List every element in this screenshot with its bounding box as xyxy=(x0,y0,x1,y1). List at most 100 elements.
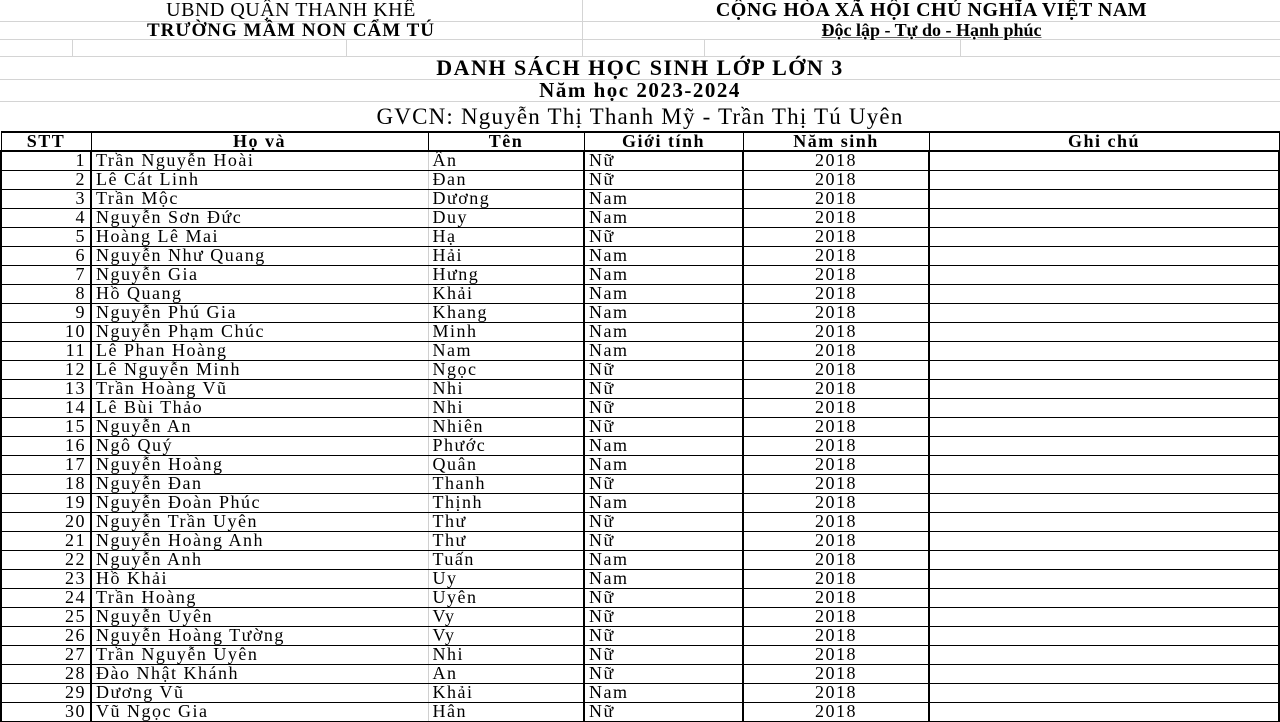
cell-nam: 2018 xyxy=(742,283,930,304)
cell-ghichu xyxy=(928,188,1280,209)
cell-nam: 2018 xyxy=(742,207,930,228)
cell-stt: 1 xyxy=(0,150,92,171)
table-row: 29 Dương Vũ Khải Nam 2018 xyxy=(0,682,1280,703)
cell-nam: 2018 xyxy=(742,416,930,437)
cell-stt: 18 xyxy=(0,473,92,494)
cell-gioi: Nữ xyxy=(583,644,744,665)
table-row: 20 Nguyễn Trần Uyên Thư Nữ 2018 xyxy=(0,511,1280,532)
cell-nam: 2018 xyxy=(742,454,930,475)
cell-nam: 2018 xyxy=(742,511,930,532)
cell-stt: 4 xyxy=(0,207,92,228)
cell-ho: Ngô Quý xyxy=(90,435,429,456)
col-ten: Tên xyxy=(427,131,585,152)
cell-nam: 2018 xyxy=(742,378,930,399)
cell-ho: Trần Nguyễn Hoài xyxy=(90,150,429,171)
cell-stt: 24 xyxy=(0,587,92,608)
table-row: 18 Nguyễn Đan Thanh Nữ 2018 xyxy=(0,473,1280,494)
cell-gioi: Nam xyxy=(583,245,744,266)
cell-gioi: Nữ xyxy=(583,150,744,171)
cell-ghichu xyxy=(928,530,1280,551)
table-row: 1 Trần Nguyễn Hoài Ân Nữ 2018 xyxy=(0,150,1280,171)
cell-ten: Hạ xyxy=(427,226,585,247)
school-year: Năm học 2023-2024 xyxy=(539,78,741,102)
cell-stt: 12 xyxy=(0,359,92,380)
table-row: 11 Lê Phan Hoàng Nam Nam 2018 xyxy=(0,340,1280,361)
cell-nam: 2018 xyxy=(742,530,930,551)
cell-gioi: Nam xyxy=(583,454,744,475)
cell-ten: Nhi xyxy=(427,378,585,399)
cell-ho: Trần Hoàng xyxy=(90,587,429,608)
cell-gioi: Nữ xyxy=(583,511,744,532)
cell-ho: Lê Cát Linh xyxy=(90,169,429,190)
table-row: 8 Hồ Quang Khải Nam 2018 xyxy=(0,283,1280,304)
cell-ten: Uyên xyxy=(427,587,585,608)
cell-ho: Trần Hoàng Vũ xyxy=(90,378,429,399)
cell-nam: 2018 xyxy=(742,473,930,494)
table-row: 25 Nguyễn Uyên Vy Nữ 2018 xyxy=(0,606,1280,627)
cell-ten: Ân xyxy=(427,150,585,171)
table-row: 13 Trần Hoàng Vũ Nhi Nữ 2018 xyxy=(0,378,1280,399)
cell-ghichu xyxy=(928,625,1280,646)
table-row: 10 Nguyễn Phạm Chúc Minh Nam 2018 xyxy=(0,321,1280,342)
col-gioi-tinh: Giới tính xyxy=(583,131,744,152)
cell-gioi: Nữ xyxy=(583,587,744,608)
cell-ho: Nguyễn Hoàng xyxy=(90,454,429,475)
district-name: UBND QUẬN THANH KHÊ xyxy=(0,0,583,21)
cell-ho: Dương Vũ xyxy=(90,682,429,703)
cell-stt: 25 xyxy=(0,606,92,627)
table-row: 23 Hồ Khải Uy Nam 2018 xyxy=(0,568,1280,589)
cell-ghichu xyxy=(928,587,1280,608)
cell-gioi: Nam xyxy=(583,321,744,342)
cell-ten: Ngọc xyxy=(427,359,585,380)
cell-stt: 15 xyxy=(0,416,92,437)
cell-nam: 2018 xyxy=(742,568,930,589)
school-name: TRƯỜNG MẦM NON CẨM TÚ xyxy=(0,20,583,41)
col-stt: STT xyxy=(0,131,92,152)
table-row: 4 Nguyễn Sơn Đức Duy Nam 2018 xyxy=(0,207,1280,228)
cell-stt: 7 xyxy=(0,264,92,285)
cell-gioi: Nữ xyxy=(583,530,744,551)
cell-ten: Vy xyxy=(427,625,585,646)
cell-nam: 2018 xyxy=(742,701,930,722)
cell-ten: Phước xyxy=(427,435,585,456)
cell-ho: Nguyễn Đoàn Phúc xyxy=(90,492,429,513)
cell-gioi: Nam xyxy=(583,188,744,209)
table-row: 15 Nguyễn An Nhiên Nữ 2018 xyxy=(0,416,1280,437)
teacher-row: GVCN: Nguyễn Thị Thanh Mỹ - Trần Thị Tú … xyxy=(0,102,1280,131)
cell-nam: 2018 xyxy=(742,435,930,456)
table-row: 5 Hoàng Lê Mai Hạ Nữ 2018 xyxy=(0,226,1280,247)
cell-ghichu xyxy=(928,321,1280,342)
cell-ho: Nguyễn Đan xyxy=(90,473,429,494)
cell-ho: Hoàng Lê Mai xyxy=(90,226,429,247)
cell-gioi: Nam xyxy=(583,264,744,285)
table-row: 24 Trần Hoàng Uyên Nữ 2018 xyxy=(0,587,1280,608)
table-row: 12 Lê Nguyễn Minh Ngọc Nữ 2018 xyxy=(0,359,1280,380)
cell-stt: 16 xyxy=(0,435,92,456)
cell-ho: Lê Nguyễn Minh xyxy=(90,359,429,380)
table-row: 16 Ngô Quý Phước Nam 2018 xyxy=(0,435,1280,456)
cell-ho: Nguyễn An xyxy=(90,416,429,437)
cell-ten: Minh xyxy=(427,321,585,342)
cell-ho: Nguyễn Phạm Chúc xyxy=(90,321,429,342)
cell-stt: 5 xyxy=(0,226,92,247)
cell-gioi: Nữ xyxy=(583,701,744,722)
cell-nam: 2018 xyxy=(742,682,930,703)
cell-ten: Nhi xyxy=(427,644,585,665)
header-row-1: UBND QUẬN THANH KHÊ CỘNG HÒA XÃ HỘI CHỦ … xyxy=(0,0,1280,22)
cell-ten: Thư xyxy=(427,511,585,532)
cell-ten: Quân xyxy=(427,454,585,475)
cell-ten: Thư xyxy=(427,530,585,551)
cell-stt: 28 xyxy=(0,663,92,684)
table-row: 14 Lê Bùi Thảo Nhi Nữ 2018 xyxy=(0,397,1280,418)
cell-gioi: Nam xyxy=(583,549,744,570)
page-title: DANH SÁCH HỌC SINH LỚP LỚN 3 xyxy=(436,55,844,80)
cell-ghichu xyxy=(928,435,1280,456)
cell-ghichu xyxy=(928,169,1280,190)
table-row: 17 Nguyễn Hoàng Quân Nam 2018 xyxy=(0,454,1280,475)
cell-gioi: Nữ xyxy=(583,226,744,247)
cell-stt: 23 xyxy=(0,568,92,589)
cell-gioi: Nữ xyxy=(583,378,744,399)
cell-gioi: Nam xyxy=(583,340,744,361)
cell-ghichu xyxy=(928,150,1280,171)
cell-nam: 2018 xyxy=(742,492,930,513)
